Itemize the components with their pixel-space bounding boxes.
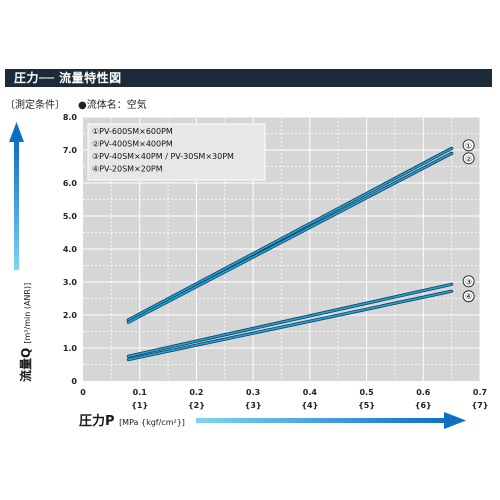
y-tick-label: 5.0: [63, 212, 78, 221]
series-marker-circle: [462, 290, 475, 303]
series-line: [127, 152, 453, 324]
x-axis-arrow-head: [444, 412, 466, 429]
y-tick-label: 4.0: [63, 245, 78, 254]
y-tick-label: 1.0: [63, 344, 78, 353]
measurement-condition-value: ●流体名：空気: [78, 100, 147, 111]
legend-entry: ②PV-400SM×400PM: [92, 140, 173, 149]
series-marker-circle: [462, 139, 475, 152]
x-tick-label: 0.5: [359, 388, 374, 397]
y-tick-label: 0: [71, 377, 77, 386]
series-line: [127, 147, 453, 321]
title-bar: [5, 69, 492, 87]
y-axis-arrow-shaft: [14, 140, 19, 270]
y-tick-label: 7.0: [63, 146, 78, 155]
legend-entry: ③PV-40SM×40PM / PV-30SM×30PM: [92, 152, 234, 161]
y-axis-arrow-head: [9, 122, 24, 142]
series-marker-label: ①: [465, 141, 472, 150]
series-line: [127, 290, 453, 361]
legend-box: [87, 123, 266, 181]
x-tick-label-kgf: {2}: [188, 401, 205, 410]
x-tick-label: 0.6: [416, 388, 431, 397]
chart-title: 圧力── 流量特性図: [14, 71, 122, 85]
legend-entry: ④PV-20SM×20PM: [92, 165, 163, 174]
x-axis-label: 圧力P [MPa {kgf/cm²}]: [79, 410, 185, 429]
series-line: [127, 283, 453, 358]
y-tick-label: 6.0: [63, 179, 78, 188]
x-tick-label-kgf: {3}: [245, 401, 262, 410]
x-tick-label-kgf: {5}: [358, 401, 375, 410]
x-tick-label: 0.7: [473, 388, 487, 397]
x-tick-label: 0.2: [189, 388, 203, 397]
y-tick-label: 8.0: [63, 113, 78, 122]
series-marker-label: ②: [465, 154, 472, 163]
series-marker-label: ③: [465, 277, 472, 286]
y-tick-label: 3.0: [63, 278, 78, 287]
series-marker-label: ④: [465, 292, 472, 301]
x-axis-label-unit: [MPa {kgf/cm²}]: [119, 418, 185, 427]
series-marker-circle: [462, 152, 475, 165]
series-marker-circle: [462, 275, 475, 288]
x-tick-label-kgf: {7}: [472, 401, 489, 410]
x-tick-label-kgf: {4}: [301, 401, 318, 410]
x-axis-arrow-shaft: [196, 418, 446, 423]
x-tick-label: 0.4: [303, 388, 318, 397]
x-tick-label-kgf: {6}: [415, 401, 432, 410]
x-tick-label: 0: [80, 388, 86, 397]
x-tick-label: 0.3: [246, 388, 260, 397]
measurement-condition-label: 〔測定条件〕: [5, 100, 65, 111]
x-tick-label: 0.1: [133, 388, 148, 397]
y-tick-label: 2.0: [63, 311, 78, 320]
legend-entry: ①PV-600SM×600PM: [92, 127, 173, 136]
x-axis-label-main: 圧力P: [79, 414, 115, 429]
x-tick-label-kgf: {1}: [131, 401, 148, 410]
